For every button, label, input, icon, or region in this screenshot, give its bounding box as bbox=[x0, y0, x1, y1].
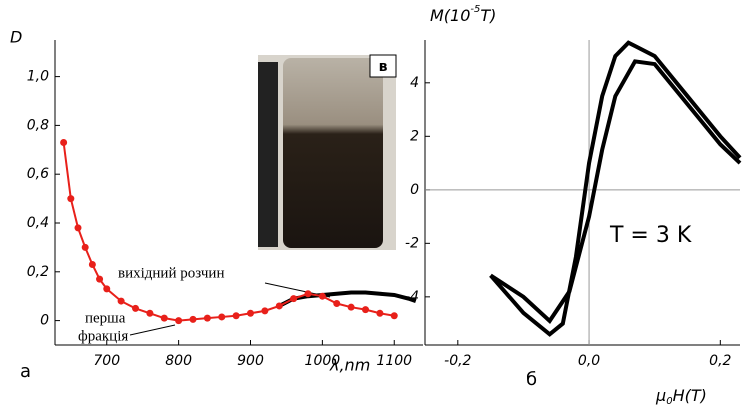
data-point bbox=[88, 260, 96, 268]
data-point bbox=[347, 303, 355, 311]
data-point bbox=[60, 138, 68, 146]
y-tick-label: 2 bbox=[410, 128, 419, 144]
data-point bbox=[275, 302, 283, 310]
y-axis-label: M(10-5T) bbox=[430, 4, 496, 25]
data-point bbox=[96, 275, 104, 283]
data-point bbox=[146, 309, 154, 317]
series-line bbox=[278, 290, 417, 308]
data-point bbox=[218, 313, 226, 321]
data-point bbox=[67, 195, 75, 203]
data-point bbox=[362, 306, 369, 314]
data-point bbox=[203, 314, 211, 322]
data-point bbox=[232, 312, 240, 320]
data-point bbox=[376, 309, 384, 317]
y-tick-label: 4 bbox=[410, 75, 419, 91]
x-tick-label: 900 bbox=[237, 353, 264, 369]
data-point bbox=[81, 243, 89, 251]
series-label: вихідний розчин bbox=[118, 265, 224, 281]
y-tick-label: 0 bbox=[40, 313, 49, 329]
y-tick-label: 0,6 bbox=[27, 166, 49, 182]
y-tick-label: -4 bbox=[405, 289, 419, 305]
y-tick-label: 1,0 bbox=[27, 69, 49, 85]
data-point bbox=[290, 295, 298, 303]
data-point bbox=[333, 300, 341, 308]
x-tick-label: 0,0 bbox=[578, 353, 600, 369]
data-point bbox=[318, 292, 326, 300]
data-point bbox=[117, 297, 125, 305]
x-axis-label: μ0H(T) bbox=[655, 386, 707, 407]
data-point bbox=[175, 317, 183, 325]
panel-label: б bbox=[526, 369, 537, 390]
inset-label: в bbox=[379, 59, 388, 75]
y-tick-label: -2 bbox=[405, 235, 419, 251]
panel-label: а bbox=[20, 361, 31, 382]
data-point bbox=[160, 314, 168, 322]
series-label: перша bbox=[85, 310, 126, 326]
data-point bbox=[261, 307, 269, 315]
data-point bbox=[304, 290, 312, 298]
data-point bbox=[390, 312, 398, 320]
data-point bbox=[247, 309, 254, 317]
data-point bbox=[103, 285, 111, 293]
x-tick-label: 800 bbox=[165, 353, 192, 369]
y-tick-label: 0,2 bbox=[27, 264, 49, 280]
data-point bbox=[132, 304, 139, 312]
data-point bbox=[189, 315, 197, 323]
x-tick-label: 700 bbox=[93, 353, 120, 369]
x-tick-label: 1100 bbox=[376, 353, 412, 369]
x-tick-label: 0,2 bbox=[709, 353, 731, 369]
x-axis-label: λ,nm bbox=[329, 356, 370, 375]
x-tick-label: -0,2 bbox=[444, 353, 471, 369]
series-line bbox=[489, 40, 742, 337]
annotation: T = 3 K bbox=[609, 223, 692, 248]
y-axis-label: D bbox=[10, 28, 22, 47]
series-label: фракція bbox=[78, 328, 128, 344]
annotation-arrow bbox=[129, 324, 176, 336]
data-point bbox=[74, 224, 82, 232]
y-tick-label: 0 bbox=[410, 182, 419, 198]
y-tick-label: 0,8 bbox=[27, 117, 49, 133]
series-line bbox=[489, 59, 742, 324]
x-tick-label: 1000 bbox=[305, 353, 341, 369]
inset-photo: в bbox=[258, 54, 397, 250]
y-tick-label: 0,4 bbox=[27, 215, 49, 231]
